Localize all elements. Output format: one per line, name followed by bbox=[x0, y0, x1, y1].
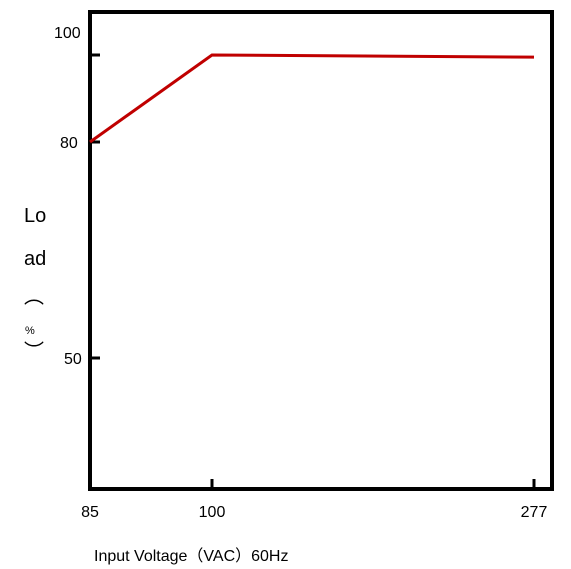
y-axis-title-paren-close: ︶ bbox=[24, 340, 44, 363]
x-axis-ticks: 85 100 277 bbox=[81, 479, 547, 521]
y-tick-label: 80 bbox=[60, 135, 78, 152]
x-tick-label: 100 bbox=[199, 504, 226, 521]
y-axis-title-line-2: ad bbox=[24, 248, 46, 270]
y-tick-label: 100 bbox=[54, 25, 81, 42]
x-axis-title: Input Voltage（VAC）60Hz bbox=[94, 547, 288, 565]
plot-frame bbox=[88, 10, 554, 491]
y-axis-title-line-1: Lo bbox=[24, 205, 46, 227]
series-line bbox=[89, 53, 535, 144]
y-axis-title-unit: % bbox=[25, 325, 35, 337]
series-group bbox=[89, 53, 535, 144]
y-axis-title: Lo ad ︵ % ︶ bbox=[24, 205, 46, 363]
x-tick-label: 85 bbox=[81, 504, 99, 521]
y-axis-title-paren-open: ︵ bbox=[24, 286, 44, 308]
y-axis-ticks: 100 80 50 bbox=[54, 25, 100, 368]
y-tick-label: 50 bbox=[64, 351, 82, 368]
x-tick-label: 277 bbox=[521, 504, 548, 521]
